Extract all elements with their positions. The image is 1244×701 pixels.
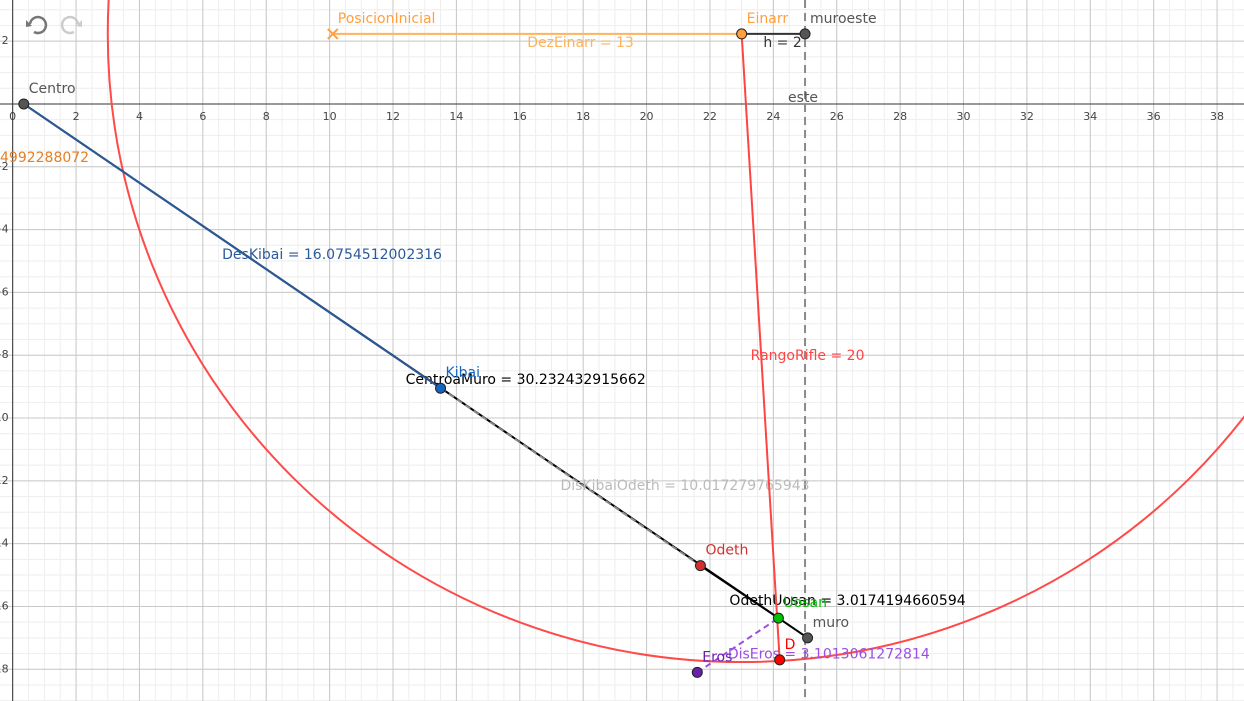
point: [691, 666, 703, 678]
x-tick-label: 16: [513, 110, 527, 123]
x-tick-label: 28: [893, 110, 907, 123]
x-tick-label: 36: [1147, 110, 1161, 123]
undo-button[interactable]: [26, 15, 48, 35]
segment: [439, 387, 702, 567]
point-label: Einarr: [747, 11, 789, 27]
y-tick-label: −8: [0, 348, 9, 361]
segment: [740, 33, 781, 660]
y-tick-label: −6: [0, 285, 9, 298]
y-tick-label: −18: [0, 662, 9, 675]
point: [772, 612, 784, 624]
point-label: D: [785, 637, 796, 653]
point: [435, 382, 447, 394]
point-label: Kibai: [446, 365, 480, 381]
point-label: Eros: [702, 649, 732, 665]
point: [694, 560, 706, 572]
undo-icon: [28, 15, 48, 35]
x-tick-label: 18: [576, 110, 590, 123]
segment-label: RangoRifle = 20: [751, 348, 865, 364]
point-label: PosicionInicial: [338, 11, 436, 27]
y-tick-label: −10: [0, 411, 9, 424]
point-label: Odeth: [705, 543, 748, 559]
point-label: muroeste: [810, 11, 877, 27]
y-tick-label: −14: [0, 537, 9, 550]
y-tick-label: −12: [0, 474, 9, 487]
redo-button[interactable]: [60, 15, 82, 35]
x-tick-label: 32: [1020, 110, 1034, 123]
x-tick-label: 22: [703, 110, 717, 123]
x-tick-label: 38: [1210, 110, 1224, 123]
redo-icon: [60, 15, 80, 35]
y-tick-label: −2: [0, 160, 9, 173]
point: [327, 28, 339, 40]
x-tick-label: 20: [640, 110, 654, 123]
segment: [699, 564, 779, 619]
y-tick-label: 2: [2, 34, 9, 47]
segment-label: OdethUosan = 3.0174194660594: [729, 593, 965, 609]
point: [774, 654, 786, 666]
point: [18, 98, 30, 110]
x-tick-label: 6: [199, 110, 206, 123]
segment-label: DezEinarr = 13: [527, 35, 634, 51]
x-tick-label: 4: [136, 110, 143, 123]
point-label: muro: [813, 615, 850, 631]
x-tick-label: 2: [73, 110, 80, 123]
segment-label: DisKibaiOdeth = 10.017279765943: [560, 478, 809, 494]
point-label: Centro: [29, 81, 76, 97]
circle: [106, 0, 1244, 663]
segment-label: DesKibai = 16.0754512002316: [222, 247, 442, 263]
x-tick-label: 26: [830, 110, 844, 123]
undo-arrow: [26, 20, 32, 27]
point: [802, 632, 814, 644]
x-tick-label: 34: [1083, 110, 1097, 123]
point-label: Uosan: [783, 595, 827, 611]
point: [799, 28, 811, 40]
segment-label: DisEros = 3.1013061272814: [728, 646, 930, 662]
segment-label: CentroaMuro = 30.232432915662: [406, 372, 646, 388]
segment-label: h = 2: [763, 35, 801, 51]
y-tick-label: −4: [0, 223, 9, 236]
x-tick-label: 8: [263, 110, 270, 123]
x-tick-label: 30: [957, 110, 971, 123]
redo-arrow: [76, 20, 82, 27]
segment: [696, 617, 779, 674]
cross-stroke: [327, 28, 339, 40]
y-tick-label: −16: [0, 599, 9, 612]
cut-label: 4992288072: [0, 150, 89, 166]
line-label: este: [788, 90, 818, 106]
x-tick-label: 14: [449, 110, 463, 123]
segment: [23, 103, 442, 390]
x-tick-label: 10: [323, 110, 337, 123]
point: [736, 28, 748, 40]
x-tick-label: 12: [386, 110, 400, 123]
x-tick-label: 24: [766, 110, 780, 123]
